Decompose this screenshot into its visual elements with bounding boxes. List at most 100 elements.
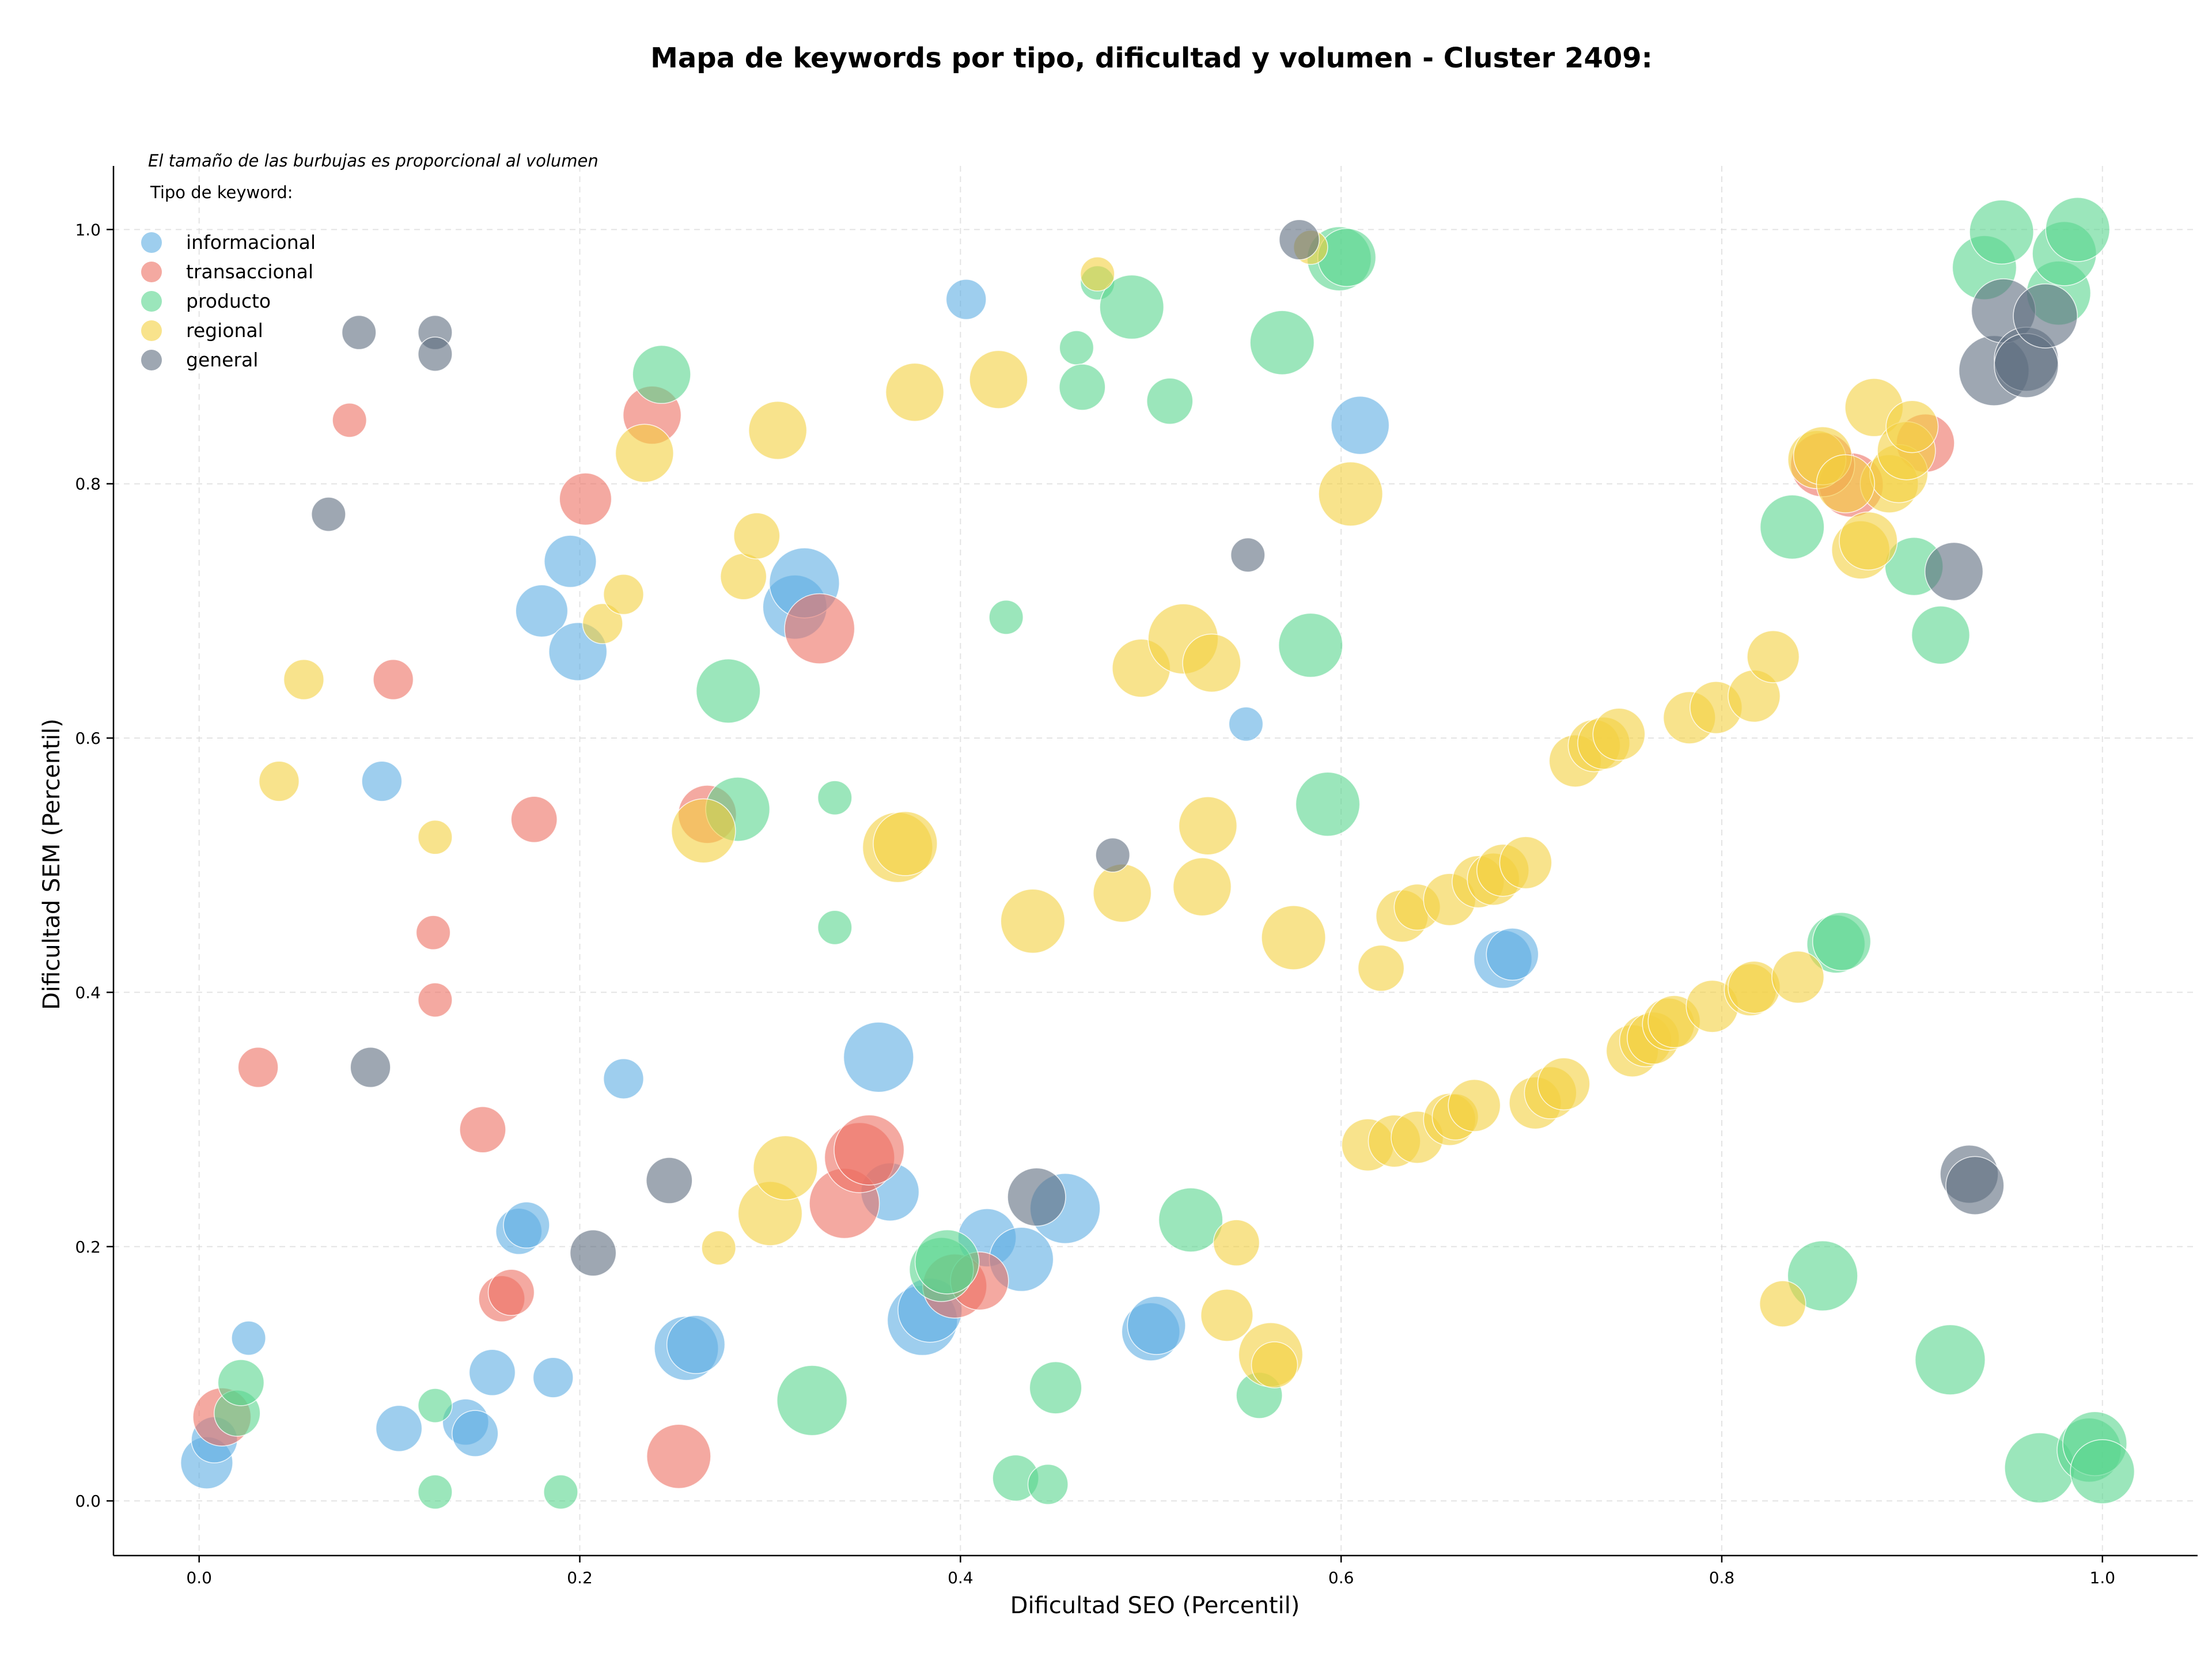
bubble-regional [258,760,300,802]
bubble-informacional [1228,706,1264,742]
legend-title: Tipo de keyword: [150,183,293,202]
bubble-regional [1839,511,1898,571]
bubble-regional [1178,796,1238,856]
legend-marker-producto [141,291,162,312]
bubble-regional [969,350,1028,409]
x-tick-label: 0.2 [567,1568,593,1587]
bubble-general [1230,537,1266,573]
bubble-regional [603,574,645,615]
bubble-regional [1771,950,1825,1004]
bubble-general [1945,1156,2005,1215]
bubble-regional [1592,707,1646,761]
bubble-transaccional [559,472,612,526]
bubble-informacional [1331,396,1390,455]
bubble-producto [1278,612,1343,678]
bubble-regional [719,553,767,600]
x-tick-label: 0.4 [948,1568,974,1587]
bubble-regional [1261,905,1326,970]
bubble-regional [1885,400,1939,453]
bubble-regional [1093,864,1152,923]
bubble-transaccional [510,796,558,843]
bubble-informacional [515,584,569,638]
y-tick-label: 0.8 [75,475,101,494]
bubble-general [1007,1167,1066,1227]
legend-label-transaccional: transaccional [186,260,313,283]
bubble-general [2013,283,2078,349]
bubbles [180,196,2135,1510]
x-tick-label: 0.8 [1709,1568,1735,1587]
bubble-general [350,1047,391,1088]
bubble-transaccional [237,1047,279,1088]
y-tick-label: 1.0 [75,220,101,239]
bubble-regional [1448,1079,1501,1132]
legend-label-producto: producto [186,290,271,312]
legend-marker-transaccional [141,262,162,282]
bubble-producto [1059,330,1094,365]
bubble-transaccional [487,1269,535,1316]
bubble-regional [1000,888,1066,954]
x-tick-label: 1.0 [2090,1568,2116,1587]
bubble-informacional [544,535,597,588]
bubble-producto [1759,494,1825,560]
bubble-informacional [603,1058,645,1100]
bubble-regional [582,603,623,644]
bubble-transaccional [418,982,453,1017]
bubble-producto [1146,377,1194,425]
x-tick-label: 0.0 [186,1568,212,1587]
bubble-transaccional [459,1106,506,1153]
bubble-regional [1747,630,1800,683]
y-tick-label: 0.6 [75,729,101,748]
bubble-producto [914,1229,980,1295]
legend-label-general: general [186,349,258,371]
bubble-producto [1158,1187,1224,1253]
bubble-producto [217,1359,265,1406]
bubble-general [1924,542,1984,601]
legend-marker-informacional [141,232,162,253]
legend: informacional transaccional producto region… [141,231,316,371]
bubble-general [418,336,453,372]
bubble-producto [817,780,853,816]
bubble-regional [733,512,781,559]
bubble-regional [1357,944,1405,992]
bubble-producto [1914,1324,1986,1395]
bubble-regional [701,1230,737,1266]
bubble-informacional [666,1315,726,1374]
bubble-informacional [375,1405,423,1452]
ticks: 0.0 0.2 0.4 0.6 0.8 1.0 0.0 0.2 0.4 0.6 0.8 1.0 [75,220,2115,1587]
bubble-informacional [452,1410,499,1457]
y-axis-label: Dificultad SEM (Percentil) [39,718,65,1010]
bubble-general [569,1229,617,1277]
legend-label-regional: regional [186,319,263,342]
bubble-regional [885,362,945,422]
bubble-producto [695,659,761,724]
bubble-regional [1816,454,1875,513]
bubble-producto [1029,1361,1082,1414]
bubble-producto [1249,310,1315,376]
bubble-informacional [945,279,987,320]
grid [113,166,2198,1556]
bubble-producto [817,910,853,945]
size-note: El tamaño de las burbujas es proporciona… [148,151,599,171]
bubble-producto [543,1474,578,1510]
bubble-regional [615,423,674,483]
bubble-producto [777,1365,848,1436]
bubble-producto [1027,1463,1069,1505]
bubble-general [1278,219,1320,260]
bubble-regional [1318,461,1384,527]
bubble-informacional [532,1357,574,1398]
bubble-producto [1787,1240,1858,1312]
x-tick-label: 0.6 [1328,1568,1354,1587]
bubble-general [311,497,346,532]
x-axis-label: Dificultad SEO (Percentil) [1010,1592,1300,1619]
bubble-producto [1969,199,2035,265]
bubble-regional [748,400,808,460]
bubble-producto [1059,364,1106,411]
bubble-general [341,315,377,350]
bubble-regional [873,811,938,876]
bubble-regional [1213,1219,1260,1266]
bubble-transaccional [834,1114,905,1186]
bubble-producto [1295,771,1361,837]
bubble-producto [1317,228,1377,287]
bubble-regional [1200,1288,1253,1342]
